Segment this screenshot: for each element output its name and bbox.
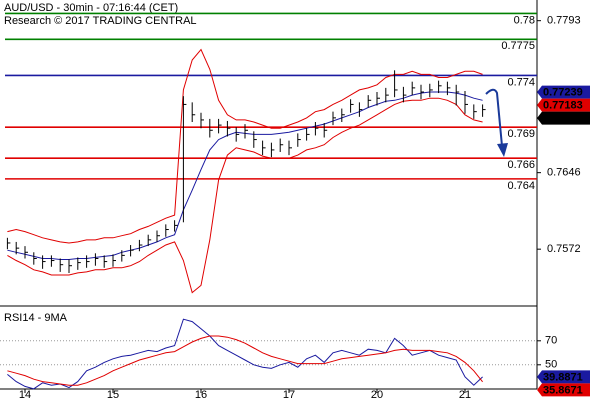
tag-label: 39.8871: [543, 371, 583, 383]
arrow-shaft: [485, 88, 503, 147]
indicator-line: [7, 48, 483, 244]
frame: [0, 0, 538, 390]
level-label: 0.774: [507, 76, 535, 88]
arrow-head: [497, 143, 508, 157]
x-tick-label: 16: [195, 389, 207, 400]
y-tick-label: 70: [545, 335, 557, 347]
tag-label: 35.8671: [543, 384, 583, 396]
level-label: 0.7775: [501, 40, 535, 52]
rsi-line: [7, 318, 483, 390]
x-tick-label: 17: [283, 389, 295, 400]
rsi-line: [7, 335, 483, 386]
y-tick-label: 0.7572: [547, 243, 581, 255]
level-label: 0.764: [507, 180, 535, 192]
plot: 0.7572 0.7646 0.7793 0.78 0.7775 0.774 0.769 0.…: [0, 12, 590, 400]
tag-box: [537, 370, 590, 384]
x-tick-label: 21: [459, 389, 471, 400]
tag-label: 0.77183: [543, 100, 583, 112]
tag-box: [537, 85, 590, 99]
chart-subtitle: Research © 2017 TRADING CENTRAL: [4, 15, 197, 27]
level-label: 0.769: [507, 128, 535, 140]
tag-label: 0.77069: [543, 113, 583, 125]
x-tick-label: 14: [19, 389, 31, 400]
tag-box: [537, 383, 590, 397]
y-tick-label: 0.7646: [547, 167, 581, 179]
y-tick-label: 50: [545, 359, 557, 371]
y-tick-label: 0.7793: [547, 15, 581, 27]
tag-box: [537, 111, 590, 125]
level-label: 0.78: [514, 14, 535, 26]
level-label: 0.766: [507, 159, 535, 171]
x-tick-label: 15: [107, 389, 119, 400]
tag-box: [537, 98, 590, 112]
x-tick-label: 20: [371, 389, 383, 400]
tag-label: 0.77239: [543, 87, 583, 99]
forecast-arrow: [485, 88, 508, 157]
chart-title: AUD/USD - 30min - 07:16:44 (CET): [4, 2, 178, 14]
rsi-title: RSI14 - 9MA: [4, 312, 68, 324]
